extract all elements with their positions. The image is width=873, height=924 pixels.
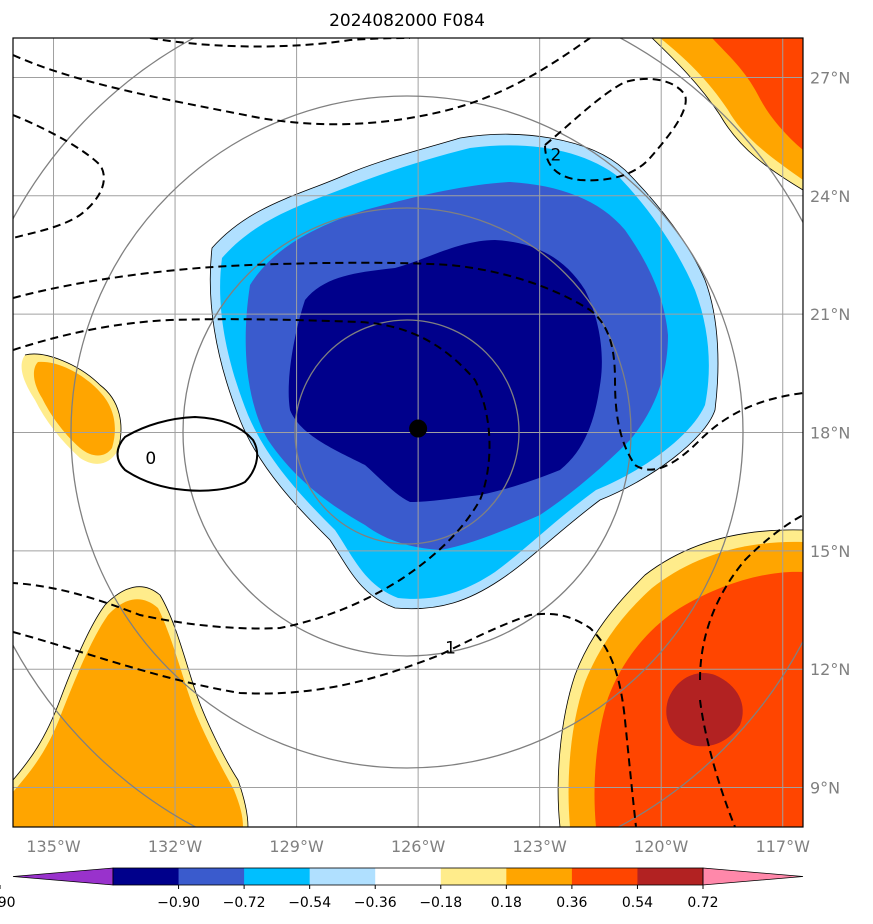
lon-tick-label: 120°W [634,837,689,856]
lon-tick-label: 123°W [512,837,567,856]
positive-anomaly-bottom-left [13,586,249,827]
cyclone-center-marker [409,419,428,438]
anomaly-fill-navy [288,240,602,502]
colorbar-tick-label: 0.54 [622,895,653,911]
contour-line [13,38,591,126]
colorbar-segment [309,868,376,885]
colorbar-tick-label: 0.72 [687,895,718,911]
colorbar-segment [244,868,311,885]
lat-tick-label: 18°N [810,424,850,443]
range-ring-3 [70,95,744,769]
anomaly-outline [651,38,803,191]
range-ring-2 [182,207,632,657]
colorbar-segment [506,868,573,885]
colorbar-segment [178,868,245,885]
zero-contour [116,415,259,492]
anomaly-outline [13,586,249,827]
colorbar-segment [440,868,507,885]
lat-tick-label: 21°N [810,305,850,324]
colorbar-tick-label: 0.18 [491,895,522,911]
anomaly-outline [24,353,122,451]
latitude-tick-labels: 9°N 12°N 15°N 18°N 21°N 24°N 27°N [810,68,850,797]
lon-tick-label: 117°W [756,837,811,856]
colorbar-segment [637,868,704,885]
positive-anomaly-top-right [651,38,803,191]
lat-tick-label: 15°N [810,542,850,561]
contour-line [13,114,105,239]
lon-tick-label: 126°W [391,837,446,856]
colorbar-frame [112,867,704,886]
contour-line [13,612,637,827]
range-rings [13,38,803,827]
positive-anomaly-bottom-right [557,529,803,827]
map-frame [12,37,804,828]
colorbar-extend-low [12,867,114,886]
contour-label: 0 [145,449,156,469]
lon-tick-label: 135°W [26,837,81,856]
contour-line [699,699,736,827]
colorbar-tick-label: 0.36 [556,895,587,911]
colorbar: −0.90 −0.72 −0.54 −0.36 −0.18 0.18 0.36 0.54 0.7… [0,867,804,911]
contour-label: 1 [445,638,456,658]
anomaly-fill-firebrick [666,672,743,747]
colorbar-extend-high [702,867,804,886]
range-ring-inner [294,319,520,545]
contour-line [13,318,491,630]
colorbar-segment [375,868,442,885]
contour-labels: 0 1 2 [145,145,561,658]
colorbar-tick-label: −0.54 [288,895,331,911]
lat-tick-label: 9°N [810,779,840,798]
lat-tick-label: 24°N [810,187,850,206]
lon-tick-label: 132°W [148,837,203,856]
lat-tick-label: 12°N [810,660,850,679]
contour-label: 2 [550,145,561,165]
chart-title: 2024082000 F084 [329,11,485,31]
colorbar-segment [571,868,638,885]
colorbar-tick-label: −0.72 [223,895,266,911]
negative-anomaly-field [209,133,719,610]
colorbar-tick-label: −0.36 [354,895,397,911]
anomaly-fill-red-orange [712,38,803,150]
colorbar-tick-label: −0.18 [419,895,462,911]
lat-tick-label: 27°N [810,68,850,87]
colorbar-tick-label: 0.90 [0,895,16,911]
anomaly-outline [557,529,803,827]
map-area: 0 1 2 [13,38,803,827]
anomaly-outline [209,133,719,610]
anomaly-fill-orange [13,599,243,827]
lon-tick-label: 129°W [269,837,324,856]
contour-line [13,261,803,471]
longitude-tick-labels: 135°W 132°W 129°W 126°W 123°W 120°W 117°W [26,837,810,856]
contour-line [543,77,687,182]
colorbar-segment [113,868,180,885]
colorbar-tick-label: −0.90 [157,895,200,911]
gridlines [13,38,803,827]
